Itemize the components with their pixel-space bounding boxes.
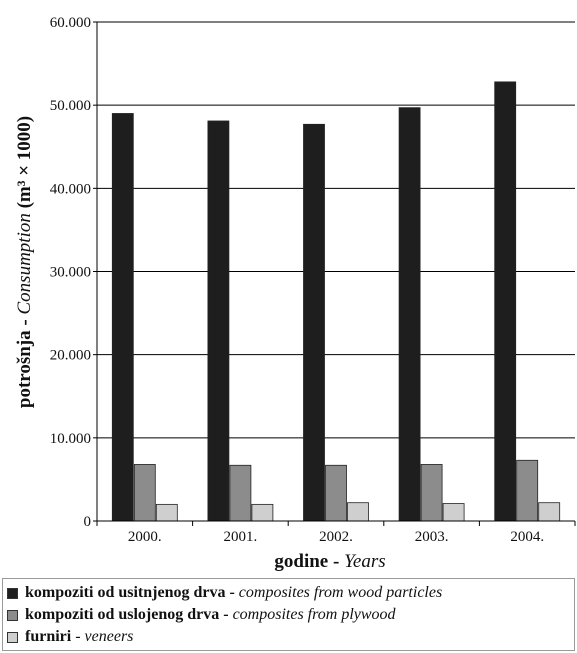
y-tick-label: 20.000 [50, 348, 91, 364]
x-axis-title-bold: godine - [274, 551, 339, 572]
axes [93, 21, 576, 526]
bar [229, 464, 252, 522]
bar [251, 503, 274, 522]
y-axis-title: potrošnja - Consumption (m³ × 1000) [14, 116, 35, 408]
y-tick-label: 40.000 [50, 181, 91, 197]
legend-swatch-wood-particles [7, 587, 18, 599]
x-tick-label: 2001. [224, 529, 258, 545]
bar [303, 123, 325, 522]
legend-item-plywood: kompoziti od uslojenog drva - composites… [7, 604, 574, 626]
x-tick-labels: 2000. 2001. 2002. 2003. 2004. [128, 529, 544, 545]
legend-item-veneers: furniri - veneers [7, 626, 574, 648]
x-axis-title-italic: Years [344, 551, 386, 572]
bar [325, 464, 347, 522]
bar [398, 107, 421, 522]
x-tick-label: 2000. [128, 529, 162, 545]
bar [442, 503, 465, 522]
bar-chart: 0 10.000 20.000 30.000 40.000 50.000 60.000 20… [14, 15, 576, 572]
legend-label-plywood-bold: kompoziti od uslojenog drva - [25, 606, 229, 623]
legend-label-plywood-italic: composites from plywood [232, 606, 396, 623]
bar [347, 502, 369, 522]
bars [111, 81, 561, 522]
x-axis-title: godine - Years [274, 551, 385, 572]
legend: kompoziti od usitnjenog drva - composite… [2, 578, 575, 651]
y-tick-labels: 0 10.000 20.000 30.000 40.000 50.000 60.000 [50, 15, 91, 530]
legend-item-wood-particles: kompoziti od usitnjenog drva - composite… [7, 582, 574, 604]
bar [133, 464, 156, 522]
y-tick-label: 50.000 [50, 98, 91, 114]
legend-swatch-veneers [7, 631, 18, 643]
legend-label-veneers-bold: furniri [25, 628, 72, 645]
y-axis-title-italic: Consumption [14, 213, 35, 314]
y-tick-label: 30.000 [50, 265, 91, 281]
bar [111, 113, 134, 522]
x-tick-label: 2003. [415, 529, 449, 545]
bar [155, 503, 178, 522]
bar [516, 459, 539, 522]
legend-label-wood-particles-italic: composites from wood particles [238, 584, 443, 601]
y-axis-title-unit: (m³ × 1000) [14, 116, 35, 209]
bar [538, 502, 561, 522]
legend-label-veneers-italic: veneers [84, 628, 134, 645]
y-tick-label: 60.000 [50, 15, 91, 31]
bar [207, 120, 230, 522]
x-tick-label: 2004. [510, 529, 544, 545]
y-tick-label: 0 [84, 514, 92, 530]
bar [420, 464, 443, 522]
y-tick-label: 10.000 [50, 431, 91, 447]
legend-label-wood-particles-bold: kompoziti od usitnjenog drva - [25, 584, 235, 601]
x-tick-label: 2002. [319, 529, 353, 545]
y-axis-title-bold: potrošnja - [14, 319, 35, 408]
legend-swatch-plywood [7, 609, 18, 621]
bar [494, 81, 517, 522]
